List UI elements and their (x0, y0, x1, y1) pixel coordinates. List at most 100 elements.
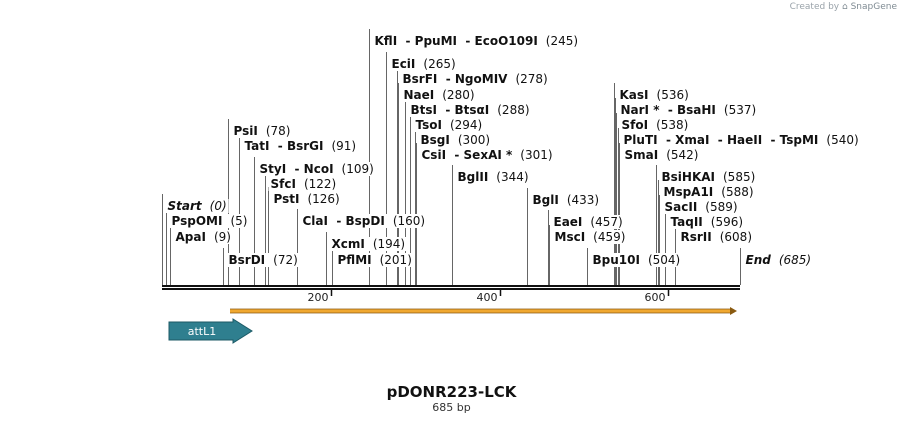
site-label-background (268, 177, 339, 191)
site-position: (344) (496, 170, 528, 184)
ruler-tick-label: 200 (308, 291, 329, 304)
site-label[interactable]: BsrDI (72) (229, 253, 298, 267)
site-label[interactable]: BsrFI - NgoMIV (278) (403, 72, 548, 86)
snapgene-credit: Created by ⌂ SnapGene (790, 2, 897, 12)
site-enzyme-name: PflMI (338, 253, 372, 267)
site-label-background (335, 253, 414, 267)
site-enzyme-name: BglI (533, 193, 559, 207)
site-enzyme-name: ClaI - BspDI (303, 214, 385, 228)
site-label[interactable]: PstI (126) (274, 192, 340, 206)
site-labels: Start (0)PspOMI (5) ApaI (9) BsrDI (72) PsiI (78… (165, 34, 861, 267)
site-label[interactable]: CsiI - SexAI * (301) (422, 148, 553, 162)
site-enzyme-name: CsiI - SexAI * (422, 148, 513, 162)
site-label[interactable]: BsgI (300) (421, 133, 491, 147)
site-label[interactable]: BglII (344) (458, 170, 529, 184)
site-position: (589) (705, 200, 737, 214)
site-enzyme-name: Start (168, 199, 203, 213)
site-label-background (400, 72, 550, 86)
site-label-background (530, 193, 602, 207)
site-label[interactable]: PspOMI (5) (172, 214, 248, 228)
site-enzyme-name: MscI (555, 230, 586, 244)
site-label[interactable]: BglI (433) (533, 193, 600, 207)
site-label[interactable]: KasI (536) (620, 88, 689, 102)
site-label[interactable]: Bpu10I (504) (593, 253, 681, 267)
site-label-background (257, 162, 376, 176)
site-label-background (668, 215, 746, 229)
site-position: (457) (590, 215, 622, 229)
site-label[interactable]: EaeI (457) (554, 215, 623, 229)
site-enzyme-name: TaqII (671, 215, 703, 229)
site-label[interactable]: SmaI (542) (625, 148, 699, 162)
site-enzyme-name: Bpu10I (593, 253, 640, 267)
site-label[interactable]: EciI (265) (392, 57, 456, 71)
site-label[interactable]: StyI - NcoI (109) (260, 162, 374, 176)
site-enzyme-name: StyI - NcoI (260, 162, 334, 176)
site-label-background (617, 88, 691, 102)
site-position: (126) (307, 192, 339, 206)
site-enzyme-name: EaeI (554, 215, 583, 229)
attl1-feature[interactable]: attL1 (168, 318, 253, 344)
site-label[interactable]: ApaI (9) (176, 230, 231, 244)
site-label[interactable]: PflMI (201) (338, 253, 412, 267)
site-enzyme-name: MspA1I (664, 185, 714, 199)
site-enzyme-name: ApaI (176, 230, 206, 244)
site-position: (433) (567, 193, 599, 207)
site-position: (585) (723, 170, 755, 184)
site-position: (301) (520, 148, 552, 162)
site-position: (538) (656, 118, 688, 132)
site-position: (536) (657, 88, 689, 102)
site-label-background (618, 103, 759, 117)
site-label[interactable]: MspA1I (588) (664, 185, 754, 199)
site-label[interactable]: XcmI (194) (332, 237, 406, 251)
site-label[interactable]: TsoI (294) (416, 118, 483, 132)
site-label-background (300, 214, 428, 228)
site-label[interactable]: NaeI (280) (404, 88, 475, 102)
site-label[interactable]: SacII (589) (665, 200, 738, 214)
site-position: (201) (380, 253, 412, 267)
site-enzyme-name: BsrDI (229, 253, 266, 267)
site-label[interactable]: Start (0) (168, 199, 227, 213)
site-label[interactable]: PluTI - XmaI - HaeII - TspMI (540) (624, 133, 859, 147)
site-label[interactable]: TatI - BsrGI (91) (245, 139, 357, 153)
site-position: (504) (648, 253, 680, 267)
site-label[interactable]: BtsI - BtsαI (288) (411, 103, 530, 117)
site-position: (542) (666, 148, 698, 162)
site-label-background (659, 170, 758, 184)
site-label[interactable]: MscI (459) (555, 230, 626, 244)
site-label[interactable]: SfcI (122) (271, 177, 337, 191)
site-label-background (619, 118, 691, 132)
site-label[interactable]: End (685) (746, 253, 812, 267)
site-label-background (419, 148, 555, 162)
orf-feature[interactable] (230, 307, 737, 315)
site-label-background (621, 133, 861, 147)
site-label-background (169, 214, 250, 228)
credit-brand: SnapGene (850, 2, 897, 12)
site-label-background (231, 124, 293, 138)
site-enzyme-name: SacII (665, 200, 698, 214)
attl1-arrow[interactable] (168, 318, 253, 344)
site-enzyme-name: RsrII (681, 230, 712, 244)
orf-bar[interactable] (230, 309, 730, 313)
site-label[interactable]: RsrII (608) (681, 230, 753, 244)
site-enzyme-name: KflI - PpuMI - EcoO109I (375, 34, 538, 48)
ruler-tick-label: 400 (477, 291, 498, 304)
site-label[interactable]: BsiHKAI (585) (662, 170, 756, 184)
site-label-background (389, 57, 458, 71)
site-enzyme-name: BsiHKAI (662, 170, 716, 184)
site-label[interactable]: KflI - PpuMI - EcoO109I (245) (375, 34, 579, 48)
site-label-background (743, 253, 814, 267)
dna-strand-top (162, 285, 740, 287)
site-position: (596) (711, 215, 743, 229)
site-label[interactable]: SfoI (538) (622, 118, 689, 132)
site-position: (245) (546, 34, 578, 48)
site-position: (280) (442, 88, 474, 102)
site-label[interactable]: NarI * - BsaHI (537) (621, 103, 757, 117)
site-position: (109) (342, 162, 374, 176)
site-label[interactable]: TaqII (596) (671, 215, 744, 229)
site-position: (540) (826, 133, 858, 147)
site-label[interactable]: PsiI (78) (234, 124, 291, 138)
site-label-background (165, 199, 229, 213)
site-position: (265) (423, 57, 455, 71)
site-label[interactable]: ClaI - BspDI (160) (303, 214, 426, 228)
dna-strand-bottom (162, 288, 740, 290)
